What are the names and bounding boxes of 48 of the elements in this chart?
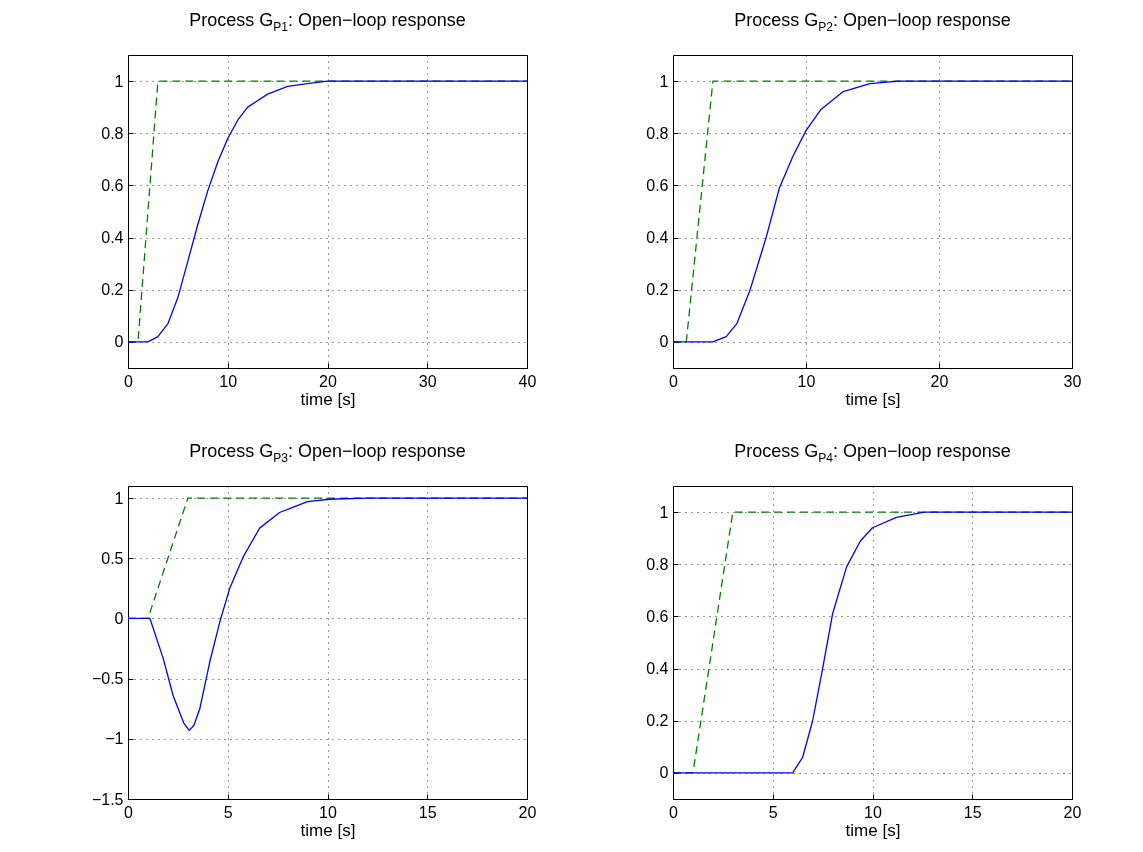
y-tick-label: −1.5 [91,790,124,808]
y-tick-label: 0.2 [646,712,669,730]
y-tick-label: 0.2 [101,281,124,299]
x-tick-label: 10 [864,803,882,821]
line-series [128,497,527,732]
y-tick-label: 0 [114,609,124,627]
y-tick-label: 1 [114,72,124,90]
x-tick-label: 40 [518,372,537,390]
y-tick-label: 1 [659,503,669,521]
chart-title: Process G$_{P2}$: Open−loop response [733,10,1012,34]
y-tick-label: −0.5 [91,670,124,688]
x-axis-title: time [s] [300,820,356,840]
y-tick-label: 0 [659,333,669,351]
x-tick-label: 30 [1063,372,1082,390]
x-tick-label: 10 [319,803,337,821]
x-tick-label: 10 [797,372,816,390]
x-axis-title: time [s] [845,389,901,409]
chart-title: Process G$_{P1}$: Open−loop response [188,10,467,34]
x-tick-label: 30 [418,372,437,390]
x-tick-label: 20 [930,372,949,390]
x-tick-label: 20 [1063,803,1082,821]
x-tick-label: 5 [223,803,233,821]
y-tick-label: 0.4 [101,229,124,247]
y-tick-label: 1 [114,489,124,507]
x-axis-title: time [s] [300,389,356,409]
y-tick-label: 0.8 [646,124,669,142]
x-tick-label: 20 [319,372,337,390]
x-tick-label: 20 [518,803,537,821]
y-tick-label: 0.8 [101,124,124,142]
y-tick-label: 0.4 [646,229,669,247]
x-axis-title: time [s] [845,820,901,840]
y-tick-label: 0 [659,764,669,782]
x-tick-label: 10 [219,372,238,390]
y-tick-label: 0.6 [646,607,669,625]
y-tick-label: 0.2 [646,281,669,299]
y-tick-label: 0.4 [646,660,669,678]
y-tick-label: −1 [105,730,124,748]
x-tick-label: 5 [768,803,778,821]
x-tick-label: 15 [963,803,982,821]
x-tick-label: 15 [418,803,437,821]
y-tick-label: 1 [659,72,669,90]
y-tick-label: 0.6 [646,176,669,194]
y-tick-label: 0 [114,333,124,351]
chart-title: Process G$_{P4}$: Open−loop response [733,441,1012,465]
chart-title: Process G$_{P3}$: Open−loop response [188,441,467,465]
y-tick-label: 0.8 [646,555,669,573]
y-tick-label: 0.5 [101,549,124,567]
y-tick-label: 0.6 [101,176,124,194]
